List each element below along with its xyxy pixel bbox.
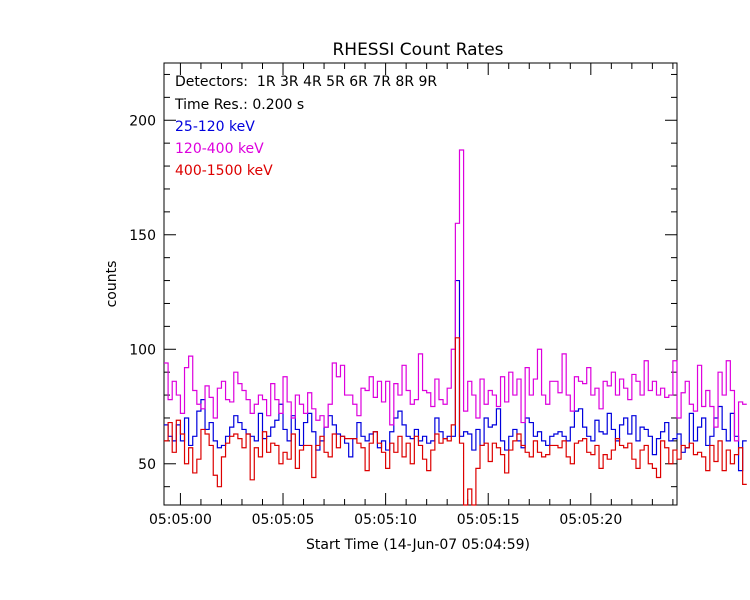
y-axis-label: counts <box>104 261 120 308</box>
series-line-3 <box>164 337 747 506</box>
y-tick-label: 100 <box>129 342 156 358</box>
legend-entry-series-1: 25-120 keV <box>175 119 255 135</box>
x-tick-label: 05:05:15 <box>457 512 520 528</box>
series-group <box>164 149 747 506</box>
legend-entry-series-2: 120-400 keV <box>175 141 264 157</box>
x-axis-label: Start Time (14-Jun-07 05:04:59) <box>306 537 530 553</box>
legend-entry-series-3: 400-1500 keV <box>175 163 273 179</box>
annotation-time-resolution: Time Res.: 0.200 s <box>174 97 304 113</box>
y-tick-label: 50 <box>138 457 156 473</box>
x-tick-label: 05:05:00 <box>149 512 212 528</box>
x-tick-label: 05:05:05 <box>252 512 315 528</box>
axis-ticks: 05:05:00 05:05:05 05:05:10 05:05:15 05:05:20… <box>129 63 677 528</box>
y-tick-label: 200 <box>129 113 156 129</box>
y-tick-label: 150 <box>129 228 156 244</box>
plot-frame <box>163 62 678 506</box>
x-tick-label: 05:05:20 <box>559 512 622 528</box>
series-line-2 <box>164 149 747 442</box>
chart-title: RHESSI Count Rates <box>332 40 503 60</box>
annotation-detectors: Detectors: 1R 3R 4R 5R 6R 7R 8R 9R <box>175 74 437 90</box>
x-tick-label: 05:05:10 <box>354 512 417 528</box>
